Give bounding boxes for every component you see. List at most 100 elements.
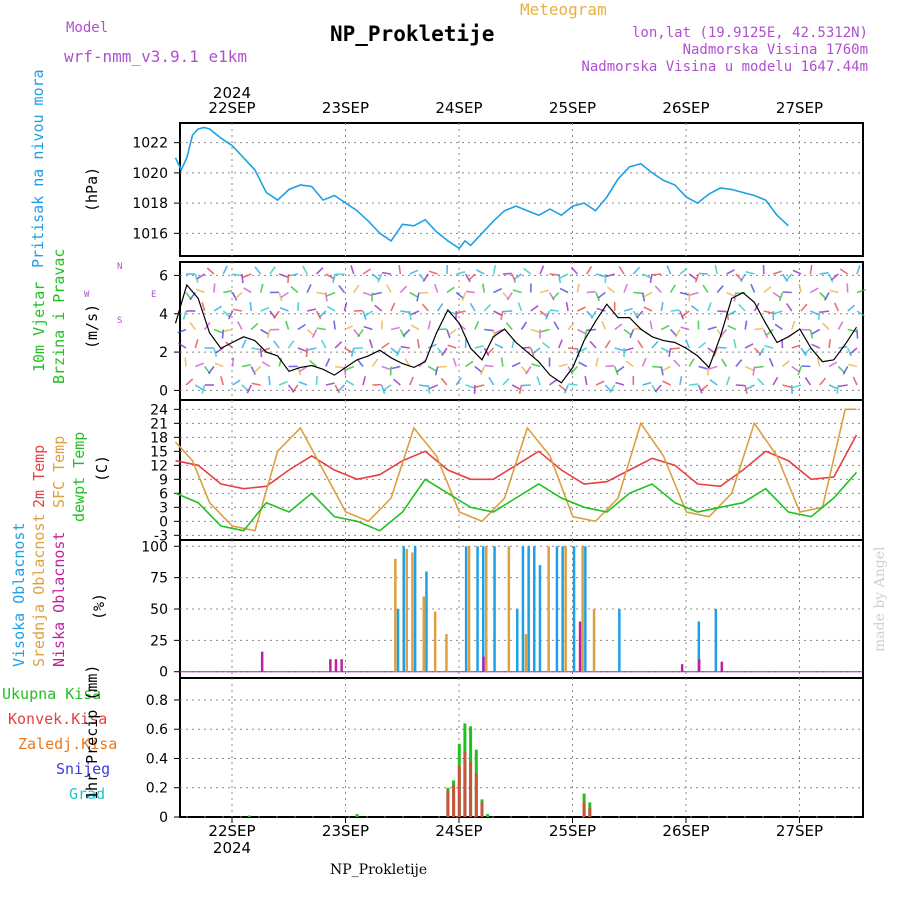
wind-arrow — [745, 271, 755, 275]
wind-arrow — [669, 284, 676, 293]
wind-arrow — [846, 347, 853, 357]
wind-arrow — [305, 347, 308, 358]
wind-arrow — [419, 291, 429, 294]
wind-arrow — [558, 339, 563, 349]
wind-arrow — [649, 320, 653, 330]
wind-arrow — [801, 365, 811, 368]
wind-arrow — [792, 269, 802, 275]
wind-arrow — [269, 266, 276, 275]
wind-arrow — [605, 273, 615, 278]
wind-arrow — [548, 379, 558, 386]
wind-arrow — [278, 357, 283, 367]
y-tick-label: 50 — [150, 602, 168, 618]
y-tick-label: 6 — [159, 486, 168, 502]
cloud-bar — [697, 621, 701, 672]
wind-arrow — [837, 321, 844, 330]
wind-arrow — [302, 265, 308, 275]
y-tick-label: 2 — [159, 345, 168, 361]
wind-arrow — [231, 292, 238, 301]
wind-arrow — [856, 288, 866, 294]
wind-arrow — [243, 287, 252, 294]
wind-arrow — [856, 310, 865, 317]
wind-arrow — [539, 265, 545, 275]
wind-arrow — [800, 303, 808, 312]
wind-arrow — [819, 377, 827, 386]
wind-arrow — [343, 302, 348, 312]
y-tick-label: 0.8 — [146, 693, 168, 709]
cloud-bar — [464, 546, 468, 672]
wind-arrow — [492, 265, 497, 275]
wind-arrow — [727, 310, 737, 316]
wind-arrow — [345, 379, 355, 386]
wind-arrow — [455, 291, 464, 299]
wind-arrow — [733, 339, 737, 349]
wind-arrow — [279, 307, 289, 312]
wind-arrow — [440, 377, 448, 386]
wind-arrow — [763, 329, 769, 339]
wind-arrow — [750, 283, 756, 293]
wind-arrow — [260, 328, 269, 335]
wind-arrow — [595, 292, 601, 302]
wind-arrow — [408, 310, 412, 321]
wind-arrow — [511, 384, 521, 390]
wind-arrow — [398, 264, 402, 275]
wind-arrow — [549, 273, 559, 276]
wind-arrow — [427, 343, 437, 349]
wind-arrow — [511, 273, 517, 283]
wind-arrow — [670, 309, 680, 312]
wind-arrow — [559, 273, 569, 279]
wind-arrow — [493, 287, 503, 294]
wind-arrow — [456, 310, 466, 314]
wind-arrow — [511, 361, 521, 368]
wind-arrow — [287, 273, 290, 284]
wind-arrow — [377, 273, 383, 283]
wind-arrow — [232, 308, 243, 312]
pressure-line — [174, 126, 789, 250]
wind-arrow — [306, 328, 315, 337]
wind-arrow — [427, 365, 437, 372]
wind-arrow — [673, 359, 681, 368]
wind-arrow — [685, 339, 690, 349]
wind-arrow — [468, 273, 476, 282]
precip-bar — [463, 751, 467, 817]
wind-arrow — [416, 338, 420, 349]
wind-arrow — [518, 384, 523, 394]
wind-arrow — [744, 384, 748, 394]
wind-arrow — [586, 265, 593, 275]
wind-arrow — [505, 322, 513, 331]
wind-arrow — [615, 381, 625, 386]
wind-arrow — [266, 329, 271, 339]
wind-arrow — [670, 328, 678, 337]
wind-arrow — [595, 380, 605, 386]
wind-arrow — [194, 273, 199, 283]
wind-arrow — [549, 309, 559, 312]
wind-arrow — [334, 365, 345, 369]
wind-arrow — [290, 285, 299, 294]
y-tick-label: 0 — [159, 514, 168, 530]
wind-arrow — [368, 339, 374, 349]
precip-bar — [469, 761, 473, 817]
wind-arrow — [221, 329, 225, 339]
wind-arrow — [744, 365, 754, 372]
wind-arrow — [259, 347, 263, 358]
wind-arrow — [735, 273, 743, 282]
wind-arrow — [786, 303, 793, 312]
cloud-bar — [411, 552, 414, 672]
wind-arrow — [576, 347, 580, 358]
wind-arrow — [486, 347, 495, 356]
wind-arrow — [446, 329, 451, 339]
wind-arrow — [242, 273, 252, 279]
wind-arrow — [754, 327, 764, 331]
wind-arrow — [250, 322, 259, 331]
wind-arrow — [584, 375, 588, 386]
wind-arrow — [587, 328, 597, 332]
wind-arrow — [494, 343, 504, 349]
wind-arrow — [570, 365, 579, 374]
wind-arrow — [559, 287, 569, 294]
wind-arrow — [847, 304, 856, 312]
wind-arrow — [465, 290, 476, 294]
wind-arrow — [220, 376, 225, 386]
wind-arrow — [344, 325, 354, 331]
wind-arrow — [590, 310, 597, 320]
